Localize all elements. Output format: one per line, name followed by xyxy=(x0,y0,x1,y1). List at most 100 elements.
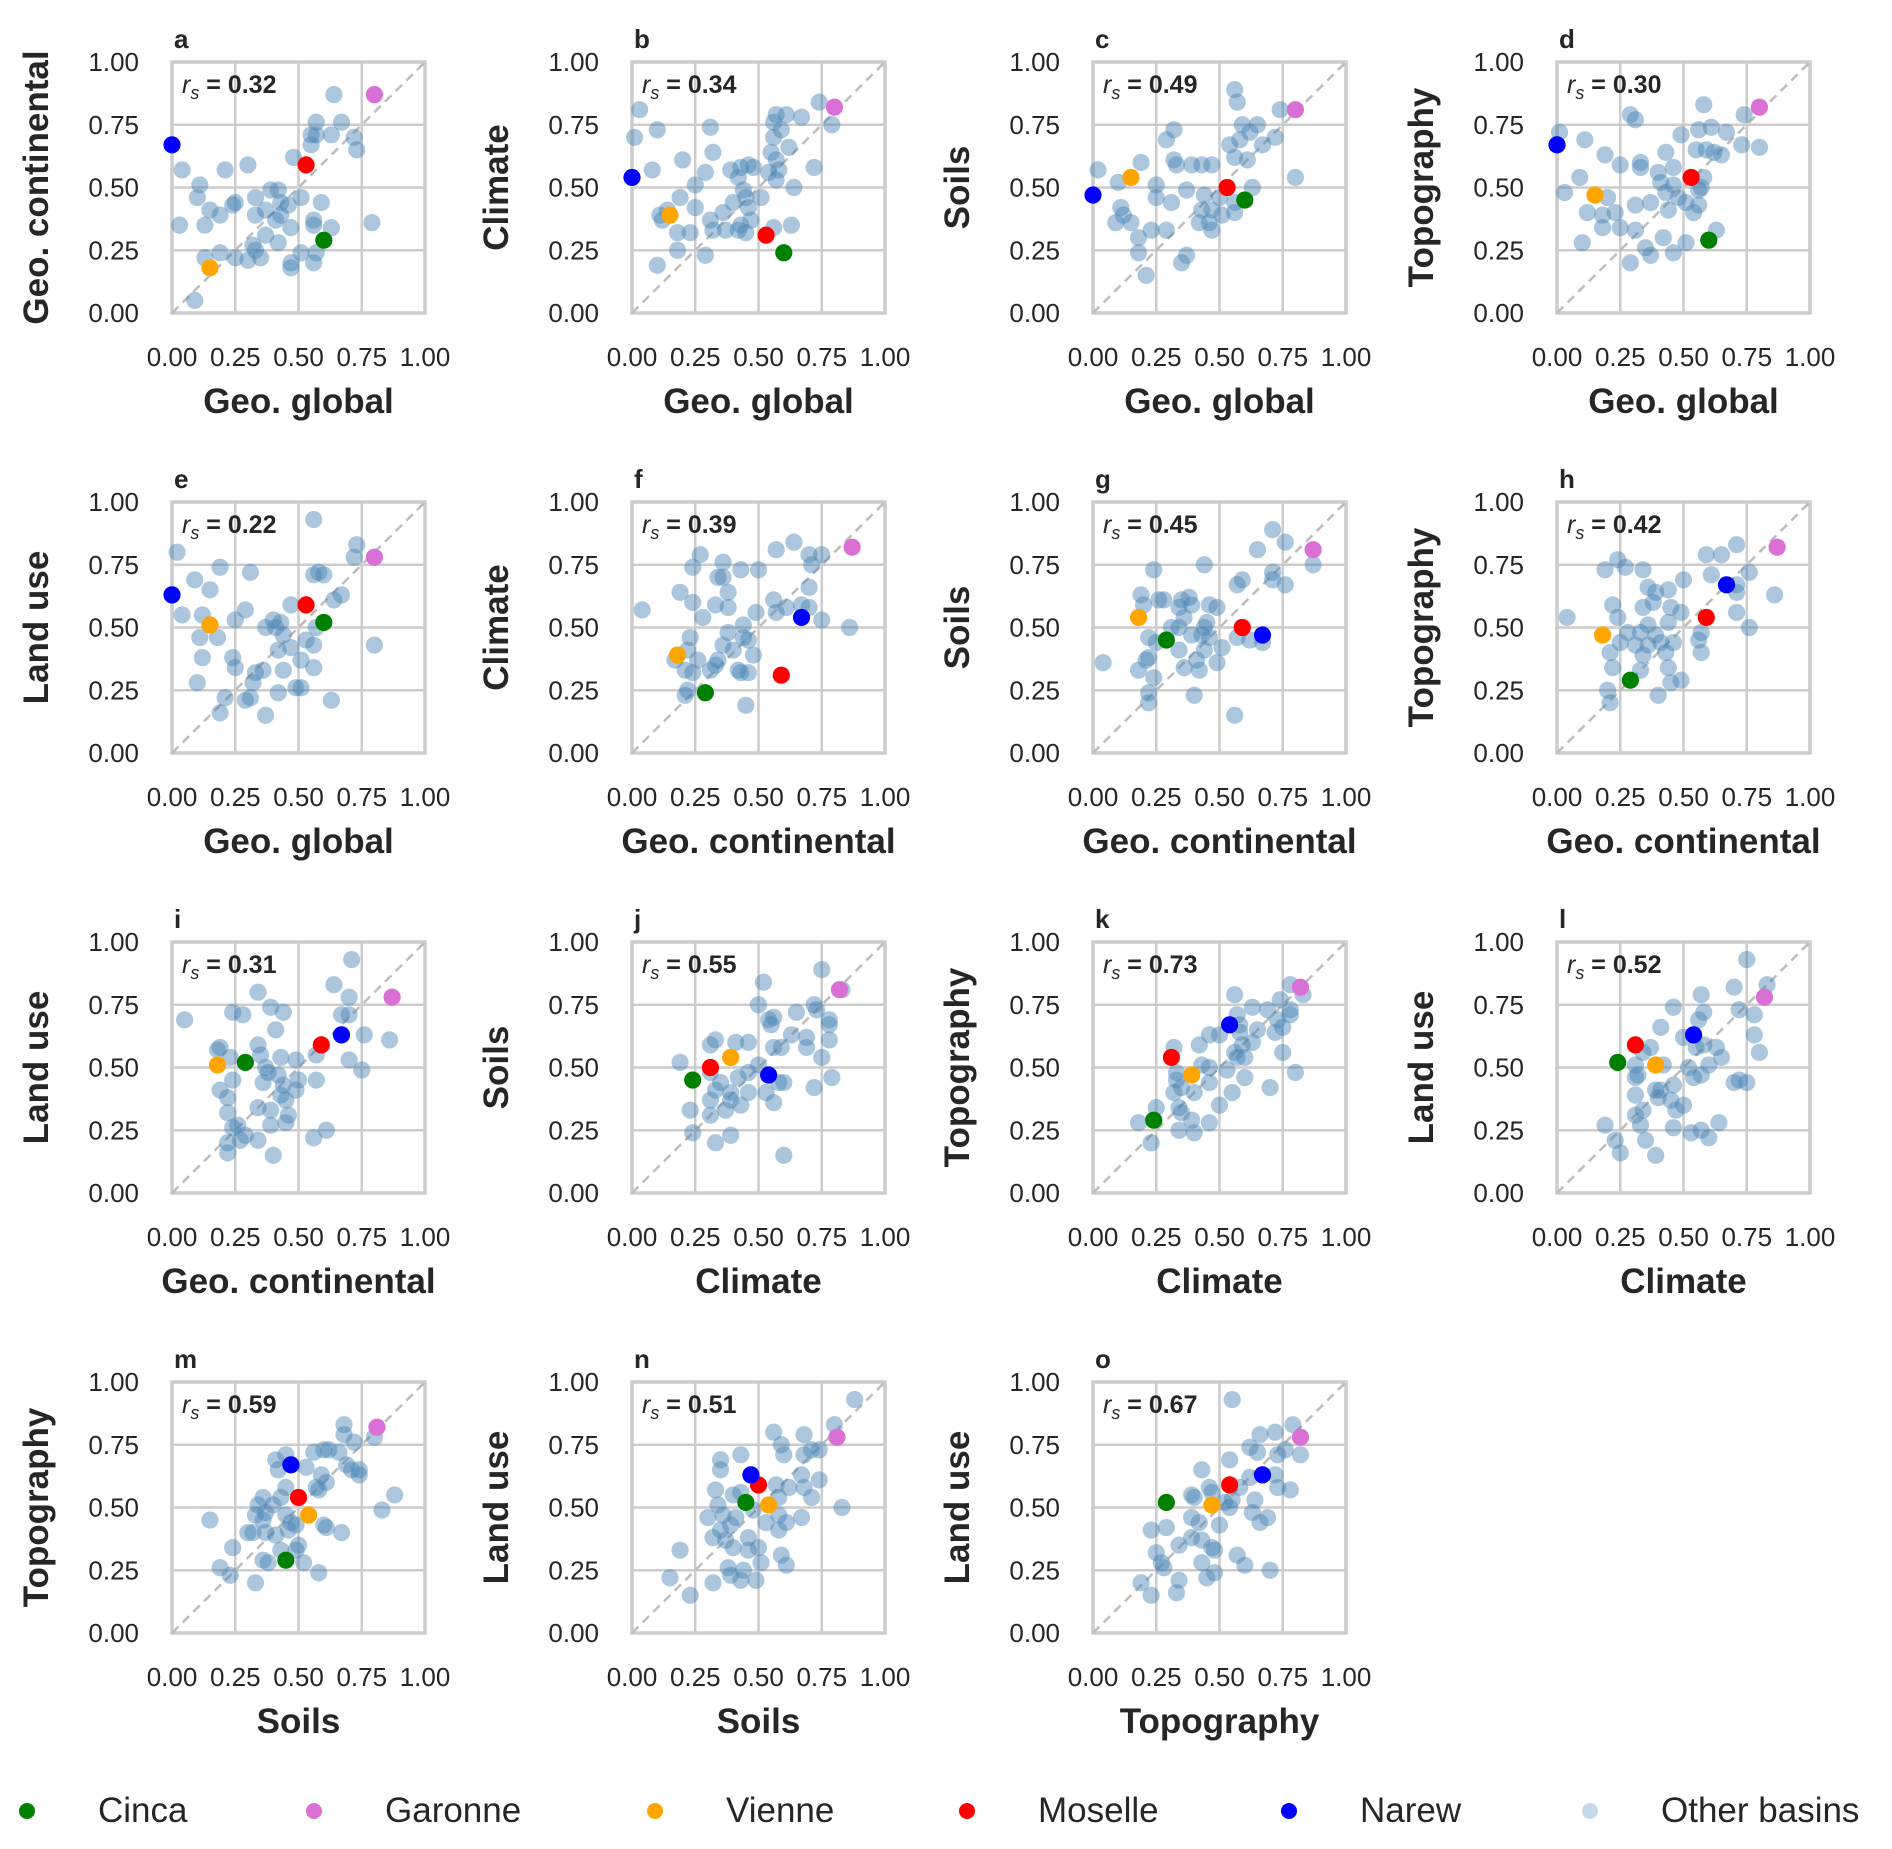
point-other-basin xyxy=(765,113,783,131)
y-tick-label: 0.50 xyxy=(1009,1493,1060,1523)
point-other-basin xyxy=(706,1134,725,1152)
point-other-basin xyxy=(1634,598,1652,617)
point-other-basin xyxy=(1647,1146,1665,1164)
point-other-basin xyxy=(1142,1521,1160,1539)
point-cinca xyxy=(1236,191,1254,209)
point-other-basin xyxy=(254,1551,272,1569)
point-garonne xyxy=(365,86,383,104)
point-other-basin xyxy=(186,291,204,310)
point-moselle xyxy=(312,1036,330,1054)
axes-frame xyxy=(170,1380,427,1635)
y-axis-label: Climate xyxy=(477,564,516,690)
point-other-basin xyxy=(1679,1058,1698,1077)
point-other-basin xyxy=(803,556,821,574)
x-tick-label: 0.00 xyxy=(147,1222,198,1252)
point-narew xyxy=(1221,1016,1239,1034)
rs-subscript: s xyxy=(650,963,659,983)
point-other-basin xyxy=(714,1506,732,1524)
y-tick-label: 0.25 xyxy=(88,1115,139,1145)
y-tick-label: 1.00 xyxy=(1009,487,1060,517)
y-tick-label: 0.50 xyxy=(1009,173,1060,203)
point-other-basin xyxy=(772,1546,790,1564)
point-other-basin xyxy=(744,158,763,177)
rs-subscript: s xyxy=(650,1403,659,1423)
rs-equals: = xyxy=(1584,511,1613,539)
rs-value: 0.30 xyxy=(1613,71,1662,99)
point-other-basin xyxy=(765,591,783,609)
rs-value: 0.59 xyxy=(228,1391,277,1419)
point-other-basin xyxy=(762,143,780,161)
y-tick-label: 1.00 xyxy=(548,1367,599,1397)
point-other-basin xyxy=(1200,628,1218,647)
point-other-basin xyxy=(249,1036,267,1054)
y-axis-label: Topography xyxy=(1402,87,1441,287)
point-other-basin xyxy=(757,1084,775,1102)
y-tick-label: 0.75 xyxy=(1009,110,1060,140)
point-other-basin xyxy=(734,1561,752,1579)
point-other-basin xyxy=(345,128,363,146)
point-other-basin xyxy=(380,1031,399,1049)
point-other-basin xyxy=(1599,681,1617,699)
point-other-basin xyxy=(282,1513,300,1532)
point-other-basin xyxy=(805,158,823,177)
y-tick-label: 0.75 xyxy=(1473,550,1524,580)
point-other-basin xyxy=(332,1524,351,1542)
point-other-basin xyxy=(1697,141,1715,159)
point-other-basin xyxy=(1271,101,1289,119)
point-other-basin xyxy=(823,1068,841,1087)
point-other-basin xyxy=(772,1436,790,1454)
x-tick-label: 0.25 xyxy=(210,1222,261,1252)
x-tick-label: 0.25 xyxy=(210,342,261,372)
x-tick-label: 0.00 xyxy=(607,1662,658,1692)
point-other-basin xyxy=(689,651,707,669)
point-other-basin xyxy=(1269,1011,1287,1029)
point-other-basin xyxy=(846,1390,864,1409)
point-other-basin xyxy=(1642,1038,1660,1057)
x-tick-label: 0.25 xyxy=(670,342,721,372)
y-tick-label: 0.75 xyxy=(1009,990,1060,1020)
point-other-basin xyxy=(737,188,755,207)
point-other-basin xyxy=(289,1536,308,1554)
point-other-basin xyxy=(1145,669,1163,687)
point-other-basin xyxy=(1205,1541,1224,1559)
point-other-basin xyxy=(749,996,768,1014)
point-other-basin xyxy=(1165,151,1183,169)
point-garonne xyxy=(368,1418,386,1436)
rs-subscript: s xyxy=(1111,523,1120,543)
point-garonne xyxy=(828,1428,846,1446)
point-other-basin xyxy=(1710,1114,1728,1132)
point-other-basin xyxy=(767,151,785,169)
point-other-basin xyxy=(671,188,689,207)
x-tick-label: 0.00 xyxy=(1068,1662,1119,1692)
point-other-basin xyxy=(241,689,260,707)
rs-value: 0.22 xyxy=(228,511,277,539)
rs-equals: = xyxy=(199,1391,228,1419)
point-other-basin xyxy=(711,1521,730,1539)
point-other-basin xyxy=(1626,221,1645,239)
point-other-basin xyxy=(765,1423,783,1441)
point-other-basin xyxy=(1228,1048,1246,1067)
point-other-basin xyxy=(1662,674,1680,692)
point-other-basin xyxy=(1573,234,1591,252)
point-other-basin xyxy=(305,1129,323,1147)
point-other-basin xyxy=(1243,998,1261,1016)
point-other-basin xyxy=(747,603,765,622)
point-other-basin xyxy=(1221,1498,1239,1517)
y-axis-label: Soils xyxy=(938,586,977,670)
point-other-basin xyxy=(317,1473,335,1491)
rs-value: 0.51 xyxy=(688,1391,737,1419)
point-other-basin xyxy=(734,616,752,634)
point-other-basin xyxy=(1248,1021,1267,1039)
point-other-basin xyxy=(765,1038,783,1057)
rs-symbol: r xyxy=(182,511,192,539)
rs-subscript: s xyxy=(1111,1403,1120,1423)
point-other-basin xyxy=(312,193,330,212)
point-other-basin xyxy=(1142,1134,1160,1152)
x-axis-label: Climate xyxy=(695,1262,821,1301)
rs-value: 0.73 xyxy=(1149,951,1198,979)
point-other-basin xyxy=(305,510,323,529)
rs-equals: = xyxy=(1584,71,1613,99)
point-other-basin xyxy=(739,631,757,649)
